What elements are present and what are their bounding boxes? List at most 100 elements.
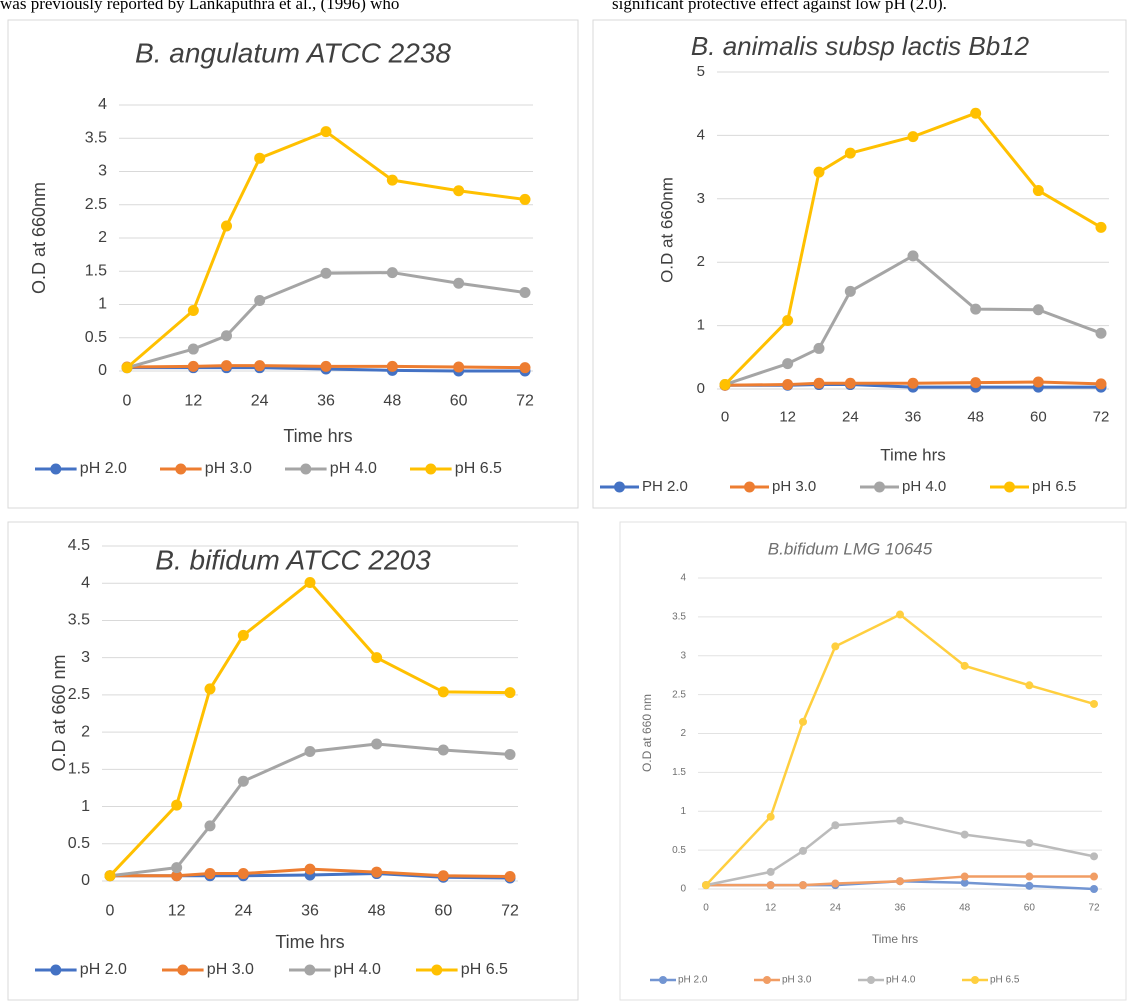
chart-frame <box>619 521 1127 1001</box>
y-tick-label: 3 <box>680 650 686 661</box>
x-tick-label: 48 <box>368 903 386 920</box>
legend-marker <box>177 964 189 976</box>
data-point <box>254 360 266 372</box>
data-point <box>1025 839 1034 848</box>
data-point <box>813 377 825 389</box>
chart: B. bifidum ATCC 2203 0 0.5 1 1.5 2 2.5 3 3.5 4 4.5… <box>7 521 579 1001</box>
data-point <box>453 185 465 197</box>
data-point <box>437 870 449 882</box>
y-tick-label: 0.5 <box>68 835 90 852</box>
series-line <box>126 130 526 369</box>
x-tick-label: 12 <box>168 903 186 920</box>
x-tick-label: 60 <box>1024 903 1036 914</box>
data-point <box>304 576 316 588</box>
data-point <box>221 330 232 342</box>
x-tick-label: 36 <box>905 408 922 425</box>
chart: B.bifidum LMG 10645 0 0.5 1 1.5 2 2.5 3 3.5 4 0 12 2… <box>619 521 1127 1001</box>
x-tick-label: 24 <box>830 903 842 914</box>
legend-marker <box>425 463 437 475</box>
y-tick-label: 4 <box>81 574 90 591</box>
legend-marker <box>971 976 979 984</box>
legend-marker <box>744 481 755 493</box>
legend-marker <box>300 463 312 475</box>
x-axis-label: Time hrs <box>283 426 352 446</box>
y-tick-label: 0 <box>81 872 90 889</box>
data-point <box>504 871 516 883</box>
data-point <box>960 878 969 887</box>
x-tick-label: 48 <box>967 408 984 425</box>
y-tick-label: 0.5 <box>672 845 686 856</box>
data-point <box>504 748 516 760</box>
data-point <box>386 174 398 186</box>
data-point <box>766 812 775 821</box>
chart-frame <box>7 19 579 509</box>
series-line <box>705 613 1095 886</box>
x-tick-label: 0 <box>106 903 115 920</box>
data-point <box>907 250 919 262</box>
legend-marker <box>874 481 885 493</box>
legend-marker <box>1004 481 1015 493</box>
x-tick-label: 36 <box>894 903 906 914</box>
x-tick-label: 36 <box>301 903 319 920</box>
data-point <box>121 362 133 374</box>
y-tick-label: 3 <box>697 190 705 207</box>
legend-marker <box>867 976 875 984</box>
data-point <box>782 315 794 327</box>
x-tick-label: 72 <box>1088 903 1100 914</box>
chart-title: B. bifidum ATCC 2203 <box>155 544 431 575</box>
data-point <box>371 866 383 878</box>
legend-marker <box>431 964 443 976</box>
data-point <box>1090 852 1098 861</box>
y-tick-label: 3.5 <box>68 612 90 629</box>
y-tick-label: 0 <box>697 380 705 397</box>
data-point <box>960 661 969 670</box>
series-line <box>724 254 1102 386</box>
data-point <box>831 821 840 830</box>
data-point <box>907 377 919 389</box>
data-point <box>221 220 232 232</box>
y-tick-label: 4 <box>680 573 686 584</box>
data-point <box>254 152 266 164</box>
x-tick-label: 0 <box>721 408 729 425</box>
y-tick-label: 2 <box>697 253 705 270</box>
y-tick-label: 1 <box>98 296 107 313</box>
x-tick-label: 72 <box>516 393 534 410</box>
data-point <box>437 686 449 698</box>
x-tick-label: 36 <box>317 393 335 410</box>
x-axis-label: Time hrs <box>880 445 946 464</box>
legend-marker <box>304 964 316 976</box>
y-tick-label: 2 <box>81 723 90 740</box>
y-tick-label: 3.5 <box>85 129 107 146</box>
legend-marker <box>50 463 62 475</box>
chart-title: B. angulatum ATCC 2238 <box>135 37 451 68</box>
legend-marker <box>659 976 667 984</box>
legend-label: pH 6.5 <box>461 961 508 978</box>
legend-label: pH 3.0 <box>782 975 812 986</box>
data-point <box>320 267 332 279</box>
data-point <box>799 881 807 890</box>
data-point <box>896 610 904 619</box>
y-tick-label: 1.5 <box>672 767 686 778</box>
y-tick-label: 4 <box>697 126 705 143</box>
series-line <box>723 111 1102 386</box>
x-tick-label: 0 <box>123 393 132 410</box>
data-point <box>960 830 969 839</box>
legend-label: pH 6.5 <box>990 975 1020 986</box>
data-point <box>844 377 856 389</box>
data-point <box>702 881 710 890</box>
chart-frame <box>592 19 1127 509</box>
x-tick-label: 24 <box>251 393 269 410</box>
legend-label: pH 6.5 <box>455 460 502 477</box>
y-tick-label: 3 <box>81 649 90 666</box>
data-point <box>386 267 398 279</box>
legend-label: pH 3.0 <box>205 460 252 477</box>
x-tick-label: 12 <box>765 903 777 914</box>
legend-label: pH 6.5 <box>1032 478 1076 495</box>
series-line <box>126 364 526 370</box>
data-point <box>766 867 775 876</box>
y-axis-label: O.D at 660nm <box>29 182 49 294</box>
y-axis-label: O.D at 660 nm <box>49 654 69 771</box>
legend-label: pH 3.0 <box>207 961 254 978</box>
data-point <box>782 379 794 391</box>
